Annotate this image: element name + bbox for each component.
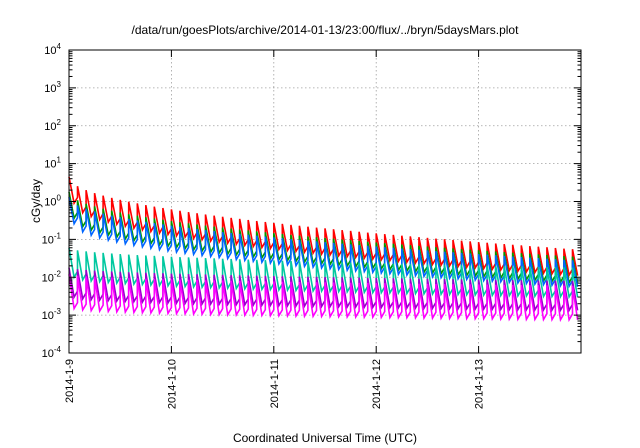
axis-ticks [68, 49, 581, 354]
y-tick-labels: 10-4 10-3 10-2 10-1 100 101 102 103 104 [42, 42, 62, 360]
x-tick-label: 2014-1-9 [64, 359, 76, 403]
y-tick-label: 104 [44, 42, 61, 57]
y-tick-label: 103 [44, 80, 61, 95]
x-tick-label: 2014-1-13 [474, 359, 486, 409]
y-tick-label: 10-1 [42, 231, 62, 246]
y-tick-label: 10-4 [42, 345, 62, 360]
y-axis-label: cGy/day [29, 179, 43, 223]
y-tick-label: 10-3 [42, 307, 62, 322]
y-tick-label: 101 [44, 156, 61, 171]
x-tick-label: 2014-1-11 [269, 359, 281, 408]
x-axis-label: Coordinated Universal Time (UTC) [233, 431, 417, 445]
chart-title: /data/run/goesPlots/archive/2014-01-13/2… [132, 23, 520, 37]
y-tick-label: 10-2 [42, 269, 62, 284]
x-tick-labels: 2014-1-9 2014-1-10 2014-1-11 2014-1-12 2014-… [64, 359, 486, 409]
series-line-6 [68, 274, 579, 323]
y-tick-label: 100 [44, 194, 61, 209]
x-tick-label: 2014-1-12 [371, 359, 383, 409]
series-lines [68, 176, 579, 323]
y-tick-label: 102 [44, 118, 61, 133]
x-tick-label: 2014-1-10 [166, 359, 178, 409]
